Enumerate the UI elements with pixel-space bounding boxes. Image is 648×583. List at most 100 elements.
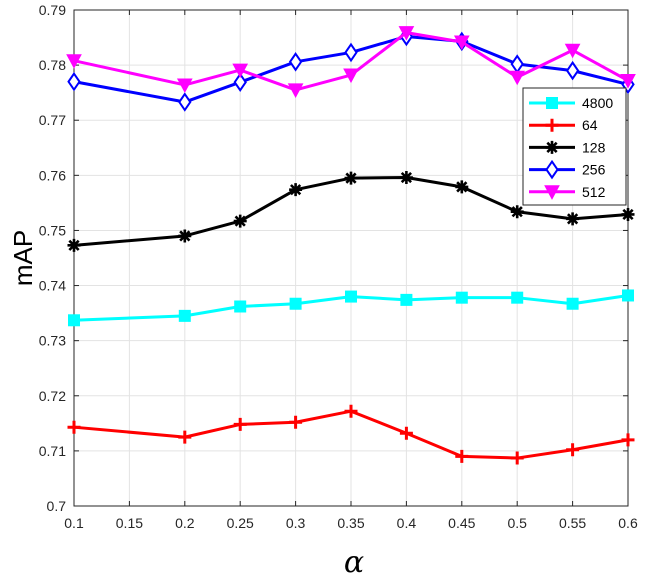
- data-point-4800: [622, 289, 634, 302]
- legend-marker: [545, 118, 559, 132]
- data-point-512-shape: [343, 68, 359, 84]
- legend-marker-shape: [545, 159, 559, 180]
- data-point-128-shape: [399, 171, 413, 185]
- legend-label: 512: [582, 184, 606, 200]
- data-point-256-shape: [233, 72, 247, 92]
- y-axis-label: mAP: [8, 230, 38, 286]
- data-point-4800-shape: [234, 300, 247, 313]
- data-point-512-shape: [176, 78, 193, 94]
- data-point-512-shape: [620, 74, 636, 89]
- y-tick-label: 0.74: [39, 278, 66, 294]
- data-point-512: [509, 70, 526, 86]
- data-point-512: [287, 83, 304, 98]
- data-point-4800-shape: [511, 291, 524, 304]
- legend-marker-shape: [545, 140, 559, 154]
- data-point-64-shape: [510, 451, 524, 465]
- data-point-64: [455, 449, 469, 463]
- series-512: [66, 26, 636, 98]
- data-point-128-shape: [510, 205, 524, 219]
- data-point-256: [288, 52, 303, 72]
- data-point-128-shape: [178, 229, 192, 243]
- data-point-512: [66, 54, 82, 69]
- data-point-128: [455, 180, 469, 194]
- x-axis-label: α: [344, 545, 364, 578]
- x-tick-label: 0.1: [64, 515, 84, 531]
- data-point-4800-shape: [400, 293, 413, 306]
- data-point-128: [178, 229, 192, 243]
- data-point-256-shape: [288, 52, 303, 72]
- data-point-4800-shape: [289, 297, 302, 310]
- data-point-4800-shape: [178, 309, 191, 322]
- data-point-512-shape: [66, 54, 82, 69]
- data-point-4800: [289, 297, 302, 310]
- data-point-256-shape: [178, 92, 192, 112]
- plot-frame: [73, 9, 629, 507]
- data-point-64-shape: [566, 443, 580, 457]
- data-point-512-shape: [232, 63, 249, 79]
- data-point-256: [67, 71, 81, 92]
- data-point-64: [621, 433, 635, 447]
- data-point-512: [620, 74, 636, 89]
- data-point-128: [566, 212, 580, 226]
- data-point-64: [399, 426, 413, 440]
- series-line-64: [73, 409, 629, 460]
- y-tick-label: 0.78: [39, 57, 66, 73]
- data-point-4800-shape: [622, 289, 634, 302]
- y-tick-label: 0.7: [47, 498, 67, 514]
- data-point-128-shape: [289, 183, 303, 197]
- legend-marker-shape: [546, 97, 558, 109]
- data-point-64-shape: [344, 404, 358, 418]
- data-point-64-shape: [233, 417, 247, 431]
- legend-marker-shape: [544, 185, 560, 200]
- data-point-64: [233, 417, 247, 431]
- y-tick-label: 0.71: [39, 443, 66, 459]
- legend-item-64: 64: [529, 117, 598, 133]
- data-point-64: [289, 415, 303, 429]
- data-point-4800-shape: [566, 297, 579, 310]
- data-point-512-shape: [453, 35, 470, 51]
- data-point-64-shape: [289, 415, 303, 429]
- data-point-4800: [511, 291, 524, 304]
- y-tick-label: 0.75: [39, 222, 66, 238]
- data-point-4800-shape: [345, 290, 357, 303]
- data-point-256: [178, 92, 192, 112]
- data-point-4800-shape: [455, 291, 468, 304]
- data-point-4800: [455, 291, 468, 304]
- data-point-128-shape: [566, 212, 580, 226]
- data-point-512: [232, 63, 249, 79]
- data-point-64: [178, 430, 192, 444]
- legend-item-512: 512: [529, 184, 606, 200]
- data-point-128-shape: [233, 214, 247, 228]
- data-point-256: [344, 42, 358, 63]
- data-point-128-shape: [344, 171, 358, 185]
- data-point-128-shape: [67, 238, 81, 252]
- legend-marker: [545, 140, 559, 154]
- data-point-128: [344, 171, 358, 185]
- data-point-4800: [234, 300, 247, 313]
- data-point-64-shape: [621, 433, 635, 447]
- y-tick-label: 0.76: [39, 167, 66, 183]
- data-point-64: [510, 451, 524, 465]
- data-point-512-shape: [509, 70, 526, 86]
- data-point-128: [399, 171, 413, 185]
- data-point-64-shape: [399, 426, 413, 440]
- series-64: [67, 404, 635, 465]
- data-point-512: [176, 78, 193, 94]
- legend-label: 128: [582, 139, 606, 155]
- series-128: [67, 171, 635, 252]
- data-point-256-shape: [344, 42, 358, 63]
- data-point-4800-shape: [68, 314, 80, 327]
- series-line-512: [73, 31, 629, 92]
- data-point-128-shape: [455, 180, 469, 194]
- data-point-64: [67, 420, 81, 434]
- x-tick-label: 0.4: [397, 515, 417, 531]
- data-point-64: [344, 404, 358, 418]
- data-point-512-shape: [564, 43, 581, 59]
- data-point-128: [67, 238, 81, 252]
- data-point-128: [289, 183, 303, 197]
- legend-marker: [545, 159, 559, 180]
- series-line-256: [73, 34, 629, 104]
- x-tick-label: 0.2: [175, 515, 195, 531]
- x-tick-label: 0.15: [116, 515, 143, 531]
